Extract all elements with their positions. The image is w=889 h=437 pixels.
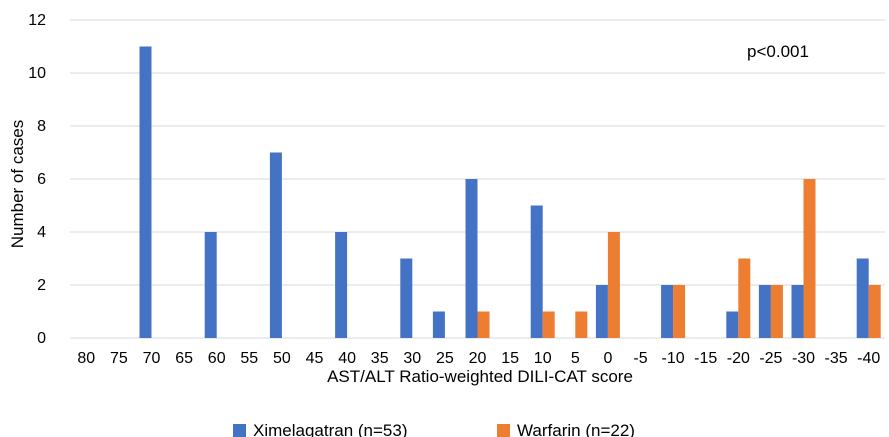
x-tick-label: 35	[371, 350, 389, 367]
bars	[139, 46, 881, 338]
bar-ximelagatran-25	[432, 311, 445, 338]
bar-ximelagatran-60	[204, 232, 217, 338]
x-tick-label: -15	[694, 350, 717, 367]
x-tick-label: 60	[208, 350, 226, 367]
x-tick-label: 50	[273, 350, 291, 367]
x-tick-label: -40	[857, 350, 880, 367]
bar-warfarin--30	[803, 179, 816, 338]
y-tick-label: 0	[37, 330, 46, 347]
x-tick-label: 75	[110, 350, 128, 367]
x-tick-label: -35	[825, 350, 848, 367]
x-tick-label: 15	[501, 350, 519, 367]
bar-ximelagatran--25	[758, 285, 771, 338]
bar-ximelagatran-50	[269, 152, 282, 338]
y-tick-label: 4	[37, 224, 46, 241]
x-tick-label: 55	[240, 350, 258, 367]
y-tick-label: 2	[37, 277, 46, 294]
bar-ximelagatran-0	[595, 285, 608, 338]
legend-swatch-ximelagatran	[233, 424, 246, 437]
bar-ximelagatran--30	[791, 285, 804, 338]
bar-ximelagatran-10	[530, 205, 543, 338]
x-tick-label: 45	[306, 350, 324, 367]
bar-warfarin-20	[477, 311, 490, 338]
bar-warfarin-0	[607, 232, 620, 338]
bar-ximelagatran-70	[139, 46, 152, 338]
x-tick-label: -5	[633, 350, 647, 367]
x-axis-title: AST/ALT Ratio-weighted DILI-CAT score	[327, 367, 633, 386]
y-tick-label: 12	[28, 12, 46, 29]
bar-warfarin-10	[542, 311, 555, 338]
x-tick-label: -10	[662, 350, 685, 367]
legend: Ximelagatran (n=53) Warfarin (n=22)	[233, 421, 635, 437]
x-tick-label: 70	[143, 350, 161, 367]
legend-swatch-warfarin	[497, 424, 510, 437]
bar-warfarin-5	[575, 311, 588, 338]
x-tick-label: 10	[534, 350, 552, 367]
bar-ximelagatran-30	[400, 258, 413, 338]
x-tick-label: 25	[436, 350, 454, 367]
bar-warfarin--20	[738, 258, 751, 338]
x-tick-label: 40	[338, 350, 356, 367]
legend-label-warfarin: Warfarin (n=22)	[517, 421, 635, 437]
bar-ximelagatran-40	[335, 232, 348, 338]
y-tick-label: 6	[37, 171, 46, 188]
bar-warfarin--10	[673, 285, 686, 338]
p-value-annotation: p<0.001	[747, 42, 809, 61]
x-tick-label: -30	[792, 350, 815, 367]
x-tick-label: 20	[469, 350, 487, 367]
y-axis-tick-labels: 0 2 4 6 8 10 12	[28, 12, 46, 347]
x-tick-label: 80	[77, 350, 95, 367]
x-axis-tick-labels: 80 75 70 65 60 55 50 45 40 35 30 25 20 15 10 5 0 -5 -10 -15…	[77, 350, 880, 367]
y-tick-label: 10	[28, 65, 46, 82]
bar-ximelagatran--20	[726, 311, 739, 338]
bar-ximelagatran-20	[465, 179, 478, 338]
legend-label-ximelagatran: Ximelagatran (n=53)	[253, 421, 408, 437]
x-tick-label: 30	[403, 350, 421, 367]
bar-warfarin--25	[770, 285, 783, 338]
bar-ximelagatran--10	[661, 285, 674, 338]
x-tick-label: 0	[603, 350, 612, 367]
x-tick-label: 65	[175, 350, 193, 367]
x-tick-label: -20	[727, 350, 750, 367]
x-tick-label: 5	[571, 350, 580, 367]
y-tick-label: 8	[37, 118, 46, 135]
bar-warfarin--40	[868, 285, 881, 338]
x-tick-label: -25	[759, 350, 782, 367]
bar-ximelagatran--40	[856, 258, 869, 338]
y-axis-title: Number of cases	[8, 120, 27, 249]
